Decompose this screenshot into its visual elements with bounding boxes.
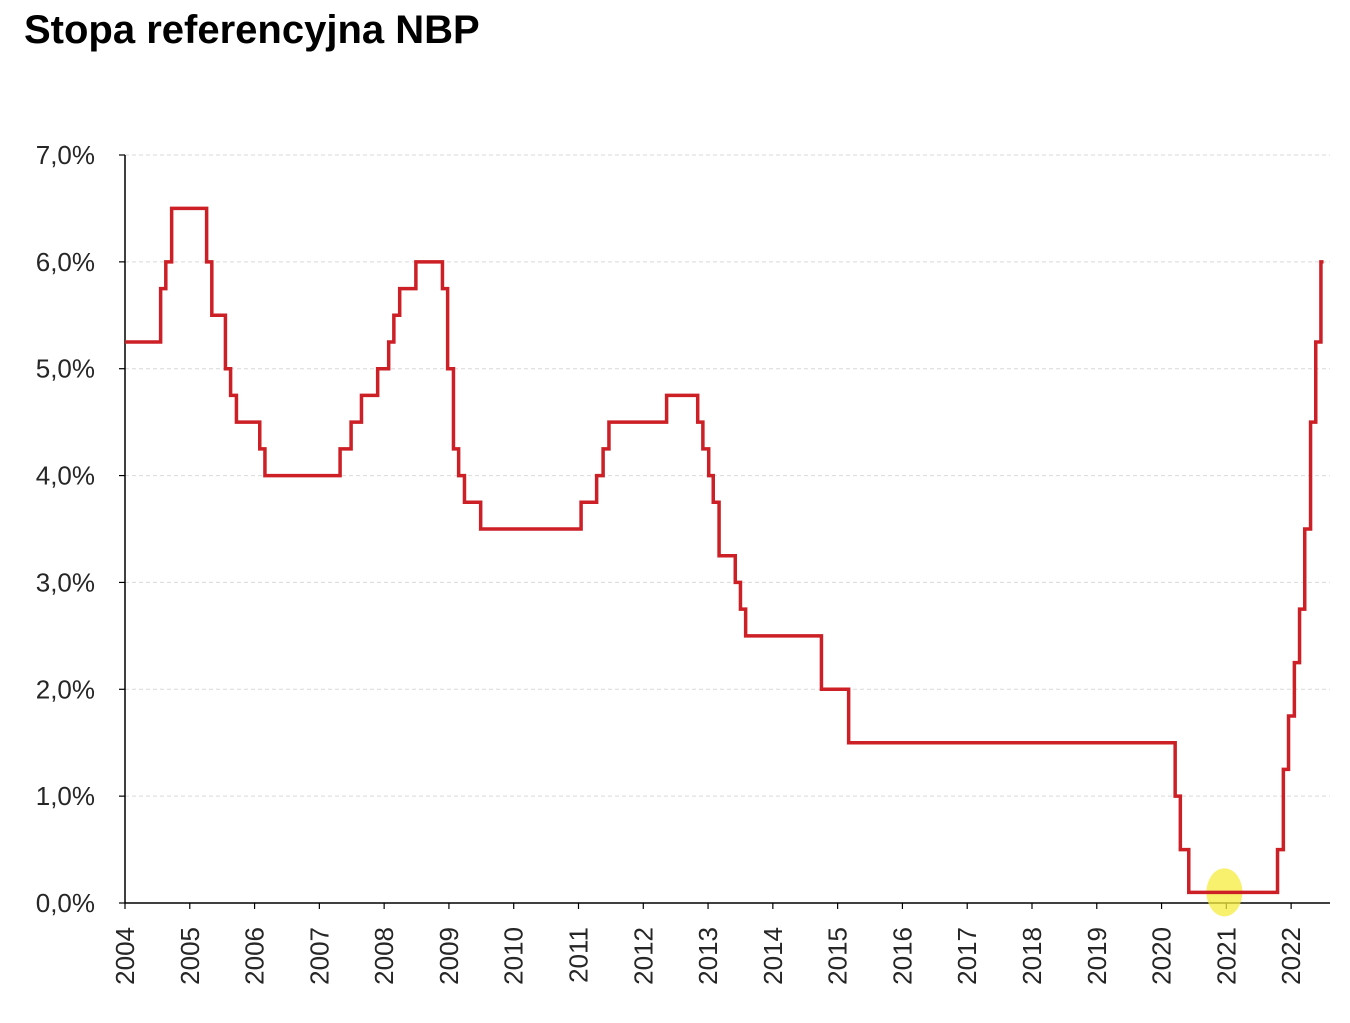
x-tick-label: 2014	[758, 927, 788, 985]
x-tick-label: 2019	[1082, 927, 1112, 985]
x-tick-label: 2012	[628, 927, 658, 985]
x-axis-tick-labels: 2004 2005 2006 2007 2008 2009 2010 2011 2012 2013…	[110, 927, 1306, 985]
x-tick-label: 2020	[1147, 927, 1177, 985]
y-axis-tick-labels: 0,0% 1,0% 2,0% 3,0% 4,0% 5,0% 6,0% 7,0%	[36, 140, 95, 918]
y-tick-label: 3,0%	[36, 567, 95, 597]
gridlines	[125, 154, 1330, 797]
y-tick-label: 5,0%	[36, 354, 95, 384]
x-tick-label: 2006	[240, 927, 270, 985]
y-tick-label: 2,0%	[36, 674, 95, 704]
x-tick-label: 2022	[1276, 927, 1306, 985]
x-tick-label: 2013	[693, 927, 723, 985]
x-tick-label: 2010	[499, 927, 529, 985]
y-tick-label: 0,0%	[36, 888, 95, 918]
x-tick-label: 2021	[1211, 927, 1241, 985]
x-tick-label: 2017	[952, 927, 982, 985]
x-tick-label: 2005	[175, 927, 205, 985]
y-tick-label: 4,0%	[36, 461, 95, 491]
series-line	[125, 206, 1324, 895]
chart-title: Stopa referencyjna NBP	[24, 8, 480, 52]
y-tick-label: 1,0%	[36, 781, 95, 811]
y-tick-label: 7,0%	[36, 140, 95, 170]
y-tick-label: 6,0%	[36, 247, 95, 277]
series-layer	[125, 206, 1324, 895]
x-tick-label: 2011	[563, 927, 593, 983]
x-tick-label: 2015	[823, 927, 853, 985]
x-tick-label: 2007	[304, 927, 334, 985]
x-tick-label: 2004	[110, 927, 140, 985]
axes	[119, 154, 1330, 909]
x-tick-label: 2009	[434, 927, 464, 985]
x-tick-label: 2016	[887, 927, 917, 985]
x-tick-label: 2018	[1017, 927, 1047, 985]
x-tick-label: 2008	[369, 927, 399, 985]
